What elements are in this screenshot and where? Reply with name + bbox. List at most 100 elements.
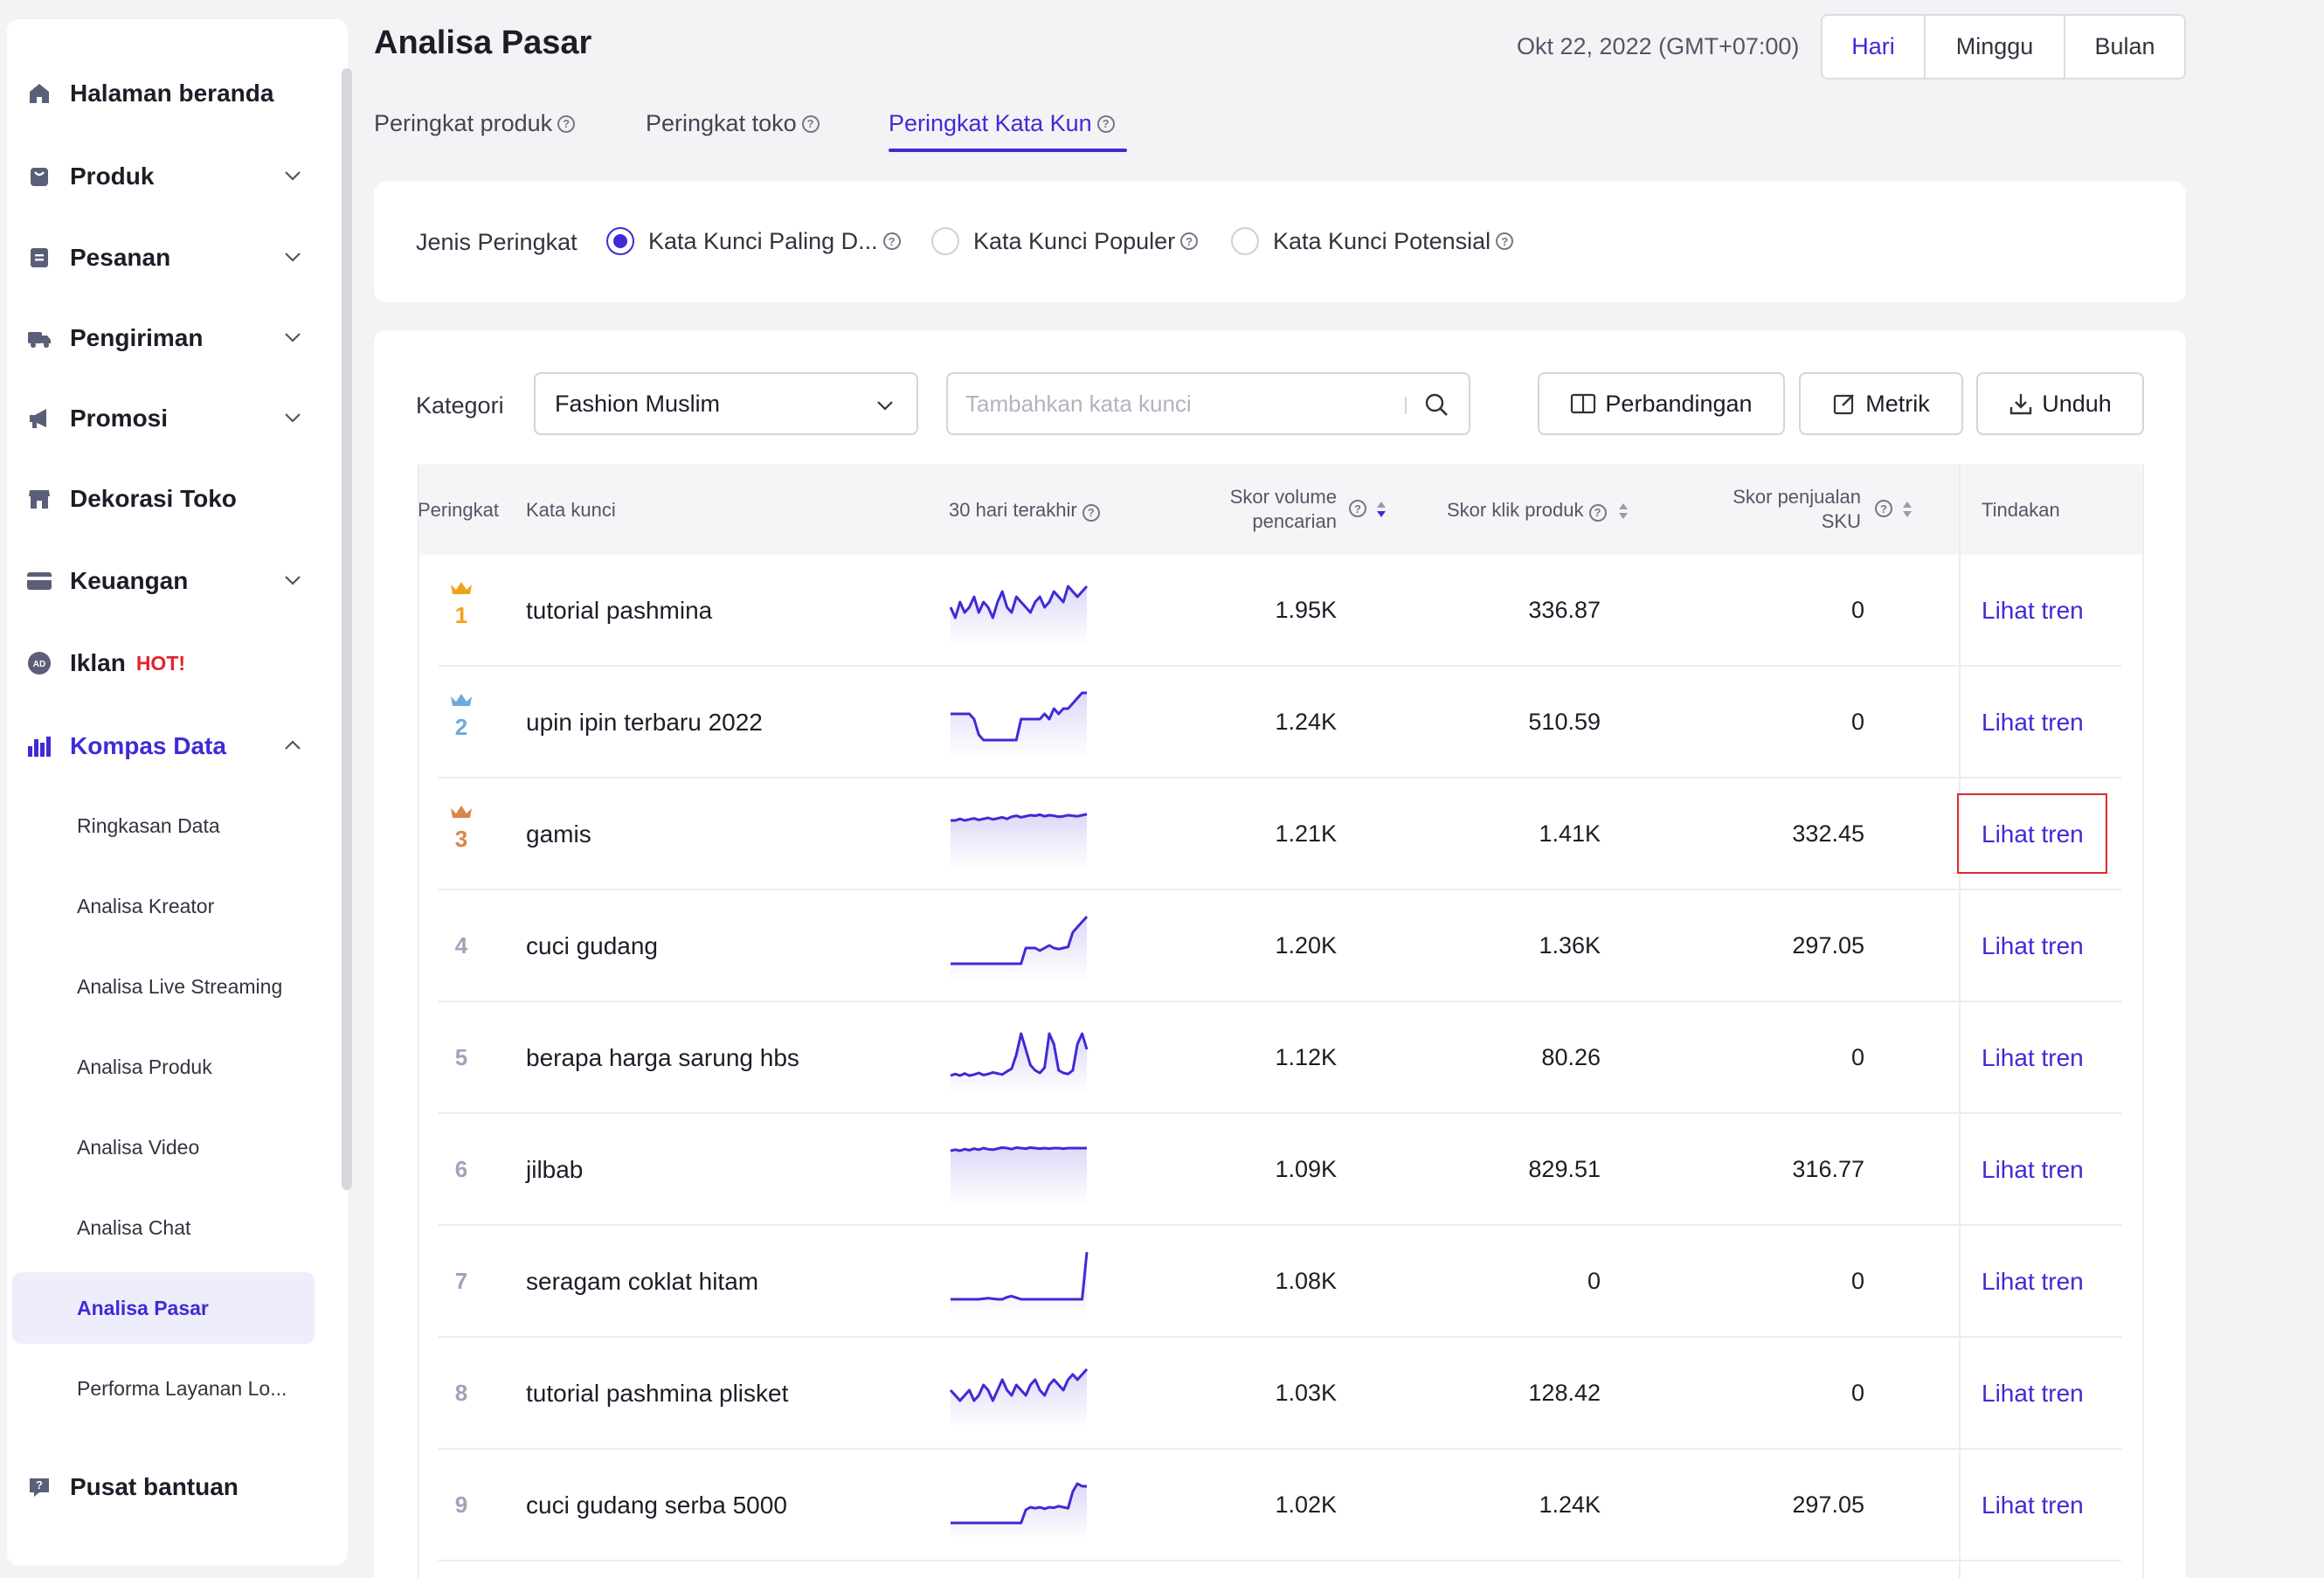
- view-trend-link[interactable]: Lihat tren: [1982, 1156, 2084, 1183]
- table-row: 8 tutorial pashmina plisket 1.03K 128.42 0 Li…: [439, 1338, 2121, 1450]
- nav-label: Pesanan: [70, 244, 171, 271]
- chevron-up-icon: [285, 740, 301, 750]
- period-day-button[interactable]: Hari: [1823, 16, 1926, 78]
- download-button[interactable]: Unduh: [1976, 372, 2144, 435]
- nav-item-home[interactable]: Halaman beranda: [26, 67, 306, 120]
- active-tab-indicator: [889, 149, 1127, 152]
- product-click-score: 1.24K: [1539, 1491, 1601, 1518]
- view-trend-link[interactable]: Lihat tren: [1982, 1491, 2084, 1519]
- column-search-volume-label: pencarian: [1252, 510, 1337, 532]
- nav-item-keuangan[interactable]: Keuangan: [26, 555, 306, 607]
- radio-unselected-icon: [931, 227, 959, 255]
- table-row: 4 cuci gudang 1.20K 1.36K 297.05 Lihat tren: [439, 890, 2121, 1002]
- period-week-button[interactable]: Minggu: [1926, 16, 2065, 78]
- edit-icon: [1834, 394, 1855, 415]
- sub-item-analisa-produk[interactable]: Analisa Produk: [77, 1055, 212, 1078]
- sub-item-analisa-kreator[interactable]: Analisa Kreator: [77, 894, 215, 917]
- view-trend-link[interactable]: Lihat tren: [1982, 1044, 2084, 1071]
- view-trend-link[interactable]: Lihat tren: [1982, 820, 2084, 848]
- rank-number: 1: [454, 602, 468, 628]
- search-volume-score: 1.12K: [1275, 1044, 1337, 1070]
- radio-kata-kunci-paling-dicari[interactable]: Kata Kunci Paling D...?: [606, 227, 901, 255]
- sub-item-analisa-video[interactable]: Analisa Video: [77, 1135, 200, 1159]
- chevron-down-icon: [285, 253, 301, 262]
- nav-label: Pengiriman: [70, 324, 204, 351]
- category-select[interactable]: Fashion Muslim: [534, 372, 918, 435]
- search-volume-score: 1.08K: [1275, 1268, 1337, 1294]
- sort-icon[interactable]: [1375, 500, 1387, 519]
- sub-item-analisa-chat[interactable]: Analisa Chat: [77, 1215, 191, 1239]
- period-month-button[interactable]: Bulan: [2094, 33, 2155, 59]
- nav-label: Dekorasi Toko: [70, 485, 237, 512]
- nav-item-dekorasi-toko[interactable]: Dekorasi Toko: [26, 473, 306, 525]
- trend-sparkline: [950, 1032, 1089, 1093]
- sku-sales-score: 0: [1850, 1044, 1864, 1070]
- sub-item-ringkasan-data[interactable]: Ringkasan Data: [77, 813, 220, 837]
- chevron-down-icon: [877, 401, 893, 411]
- keyword: gamis: [526, 820, 591, 848]
- keyword: upin ipin terbaru 2022: [526, 709, 763, 736]
- rank-number: 5: [454, 1044, 468, 1070]
- radio-kata-kunci-populer[interactable]: Kata Kunci Populer?: [931, 227, 1199, 255]
- sku-sales-score: 297.05: [1792, 1491, 1864, 1518]
- view-trend-link[interactable]: Lihat tren: [1982, 597, 2084, 624]
- crown-icon: [451, 694, 472, 706]
- radio-kata-kunci-potensial[interactable]: Kata Kunci Potensial?: [1231, 227, 1514, 255]
- ad-icon: AD: [26, 650, 52, 676]
- nav-label: Pusat bantuan: [70, 1473, 239, 1500]
- keyword: jilbab: [526, 1156, 584, 1183]
- nav-label: Promosi: [70, 405, 169, 432]
- table-row: 5 berapa harga sarung hbs 1.12K 80.26 0 Lihat…: [439, 1002, 2121, 1114]
- table-row: 2 upin ipin terbaru 2022 1.24K 510.59 0 Lihat…: [439, 667, 2121, 779]
- nav-item-kompas-data[interactable]: Kompas Data: [26, 720, 306, 772]
- column-product-click[interactable]: Skor klik produk?: [1447, 498, 1629, 523]
- view-trend-link[interactable]: Lihat tren: [1982, 932, 2084, 959]
- svg-text:?: ?: [36, 1478, 43, 1491]
- sub-item-performa-layanan[interactable]: Performa Layanan Lo...: [77, 1376, 287, 1400]
- nav-item-pusat-bantuan[interactable]: ? Pusat bantuan: [26, 1461, 306, 1513]
- nav-item-produk[interactable]: Produk: [26, 150, 306, 203]
- period-switcher: Hari Minggu Bulan: [1821, 14, 2186, 80]
- sort-icon[interactable]: [1901, 500, 1913, 519]
- column-search-volume[interactable]: Skor volume pencarian: [1188, 485, 1337, 534]
- rank-number: 9: [454, 1491, 468, 1518]
- keyword: tutorial pashmina plisket: [526, 1380, 789, 1407]
- sub-item-analisa-pasar[interactable]: Analisa Pasar: [12, 1272, 315, 1344]
- megaphone-icon: [26, 405, 52, 432]
- search-volume-score: 1.02K: [1275, 1491, 1337, 1518]
- date-label: Okt 22, 2022 (GMT+07:00): [1517, 33, 1800, 59]
- sidebar-scrollbar[interactable]: [342, 68, 352, 1190]
- trend-sparkline: [949, 1367, 1089, 1429]
- sku-sales-score: 0: [1850, 709, 1864, 735]
- view-trend-link[interactable]: Lihat tren: [1982, 1380, 2084, 1407]
- chevron-down-icon: [285, 333, 301, 343]
- table-row: 9 cuci gudang serba 5000 1.02K 1.24K 297.05 L…: [439, 1450, 2121, 1561]
- trend-sparkline: [951, 813, 1088, 869]
- nav-item-iklan[interactable]: AD Iklan HOT!: [26, 637, 306, 689]
- metric-button[interactable]: Metrik: [1799, 372, 1963, 435]
- table-row: 6 jilbab 1.09K 829.51 316.77 Lihat tren: [439, 1114, 2121, 1226]
- keyword: seragam coklat hitam: [526, 1268, 759, 1295]
- nav-label: Keuangan: [70, 567, 189, 594]
- nav-item-pengiriman[interactable]: Pengiriman: [26, 312, 306, 364]
- keyword-search-input[interactable]: [965, 386, 1394, 421]
- tab-peringkat-toko[interactable]: Peringkat toko?: [646, 110, 820, 137]
- search-volume-score: 1.21K: [1275, 820, 1337, 847]
- column-trend: 30 hari terakhir?: [949, 498, 1100, 523]
- search-icon[interactable]: [1423, 391, 1449, 418]
- nav-item-pesanan[interactable]: Pesanan: [26, 232, 306, 284]
- compare-button[interactable]: Perbandingan: [1538, 372, 1785, 435]
- sub-item-analisa-live-streaming[interactable]: Analisa Live Streaming: [77, 974, 283, 998]
- table-border-right: [2142, 464, 2144, 1578]
- search-volume-score: 1.95K: [1275, 597, 1337, 623]
- tab-peringkat-produk[interactable]: Peringkat produk?: [374, 110, 576, 137]
- tab-peringkat-kata-kunci[interactable]: Peringkat Kata Kun?: [889, 110, 1115, 137]
- download-icon: [2010, 394, 2032, 415]
- rank-number: 6: [454, 1156, 468, 1182]
- chart-icon: [26, 733, 52, 759]
- nav-item-promosi[interactable]: Promosi: [26, 392, 306, 445]
- column-sku-sales[interactable]: Skor penjualan SKU: [1660, 485, 1861, 534]
- view-trend-link[interactable]: Lihat tren: [1982, 1268, 2084, 1295]
- chevron-down-icon: [285, 576, 301, 585]
- view-trend-link[interactable]: Lihat tren: [1982, 709, 2084, 736]
